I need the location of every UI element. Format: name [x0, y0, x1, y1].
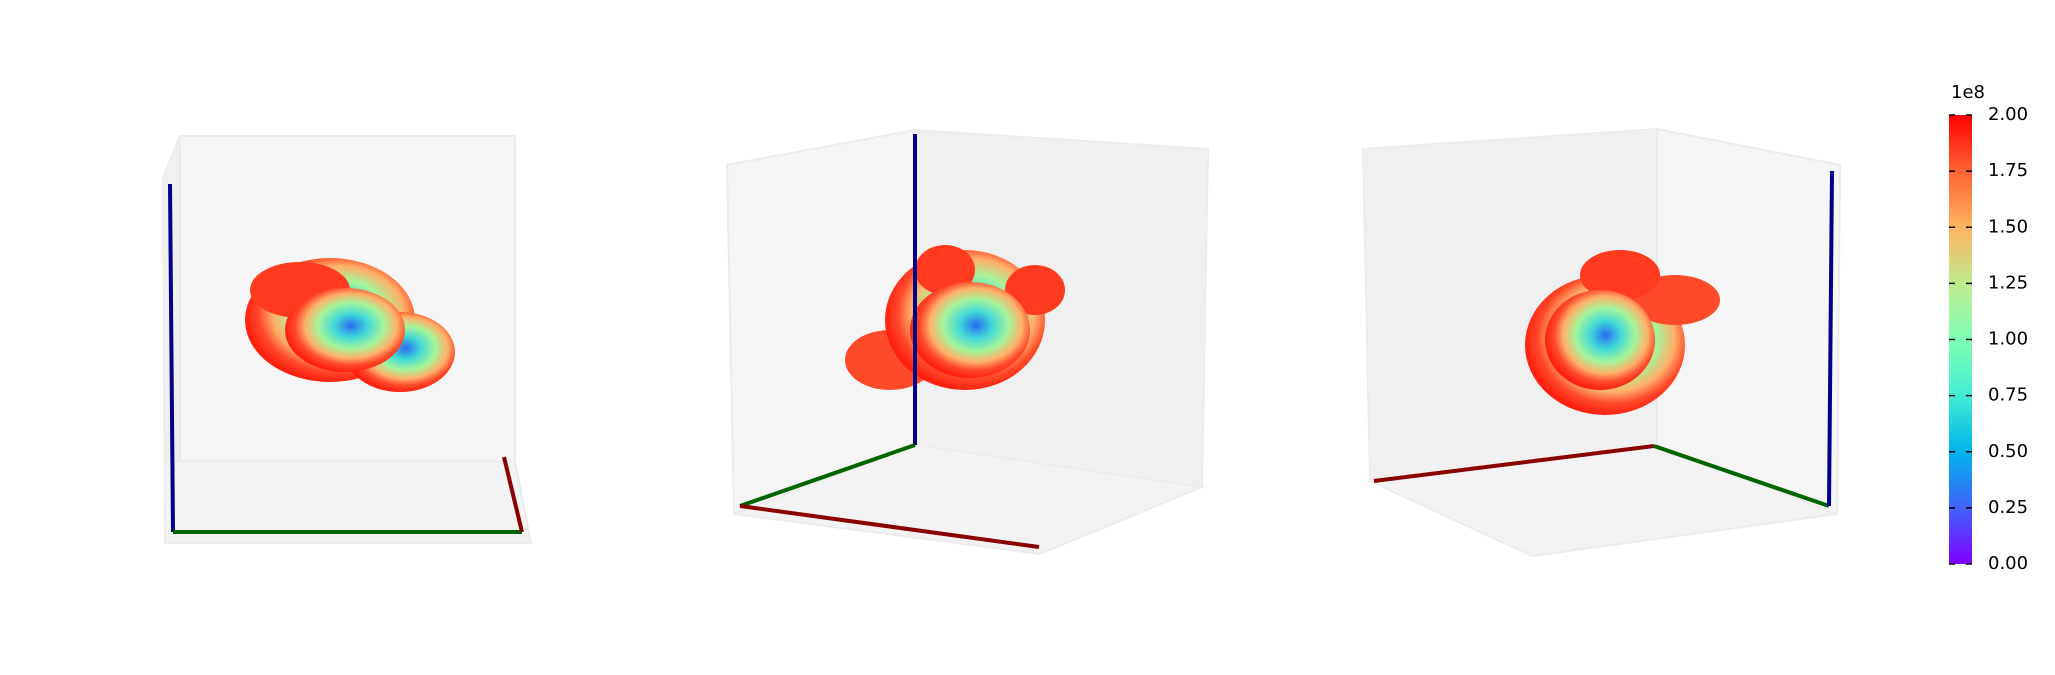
- panel-3: [1361, 127, 1842, 558]
- panel-1: [161, 135, 533, 544]
- x-axis: [739, 504, 1040, 549]
- x-axis: [502, 456, 524, 533]
- y-axis: [739, 443, 916, 508]
- point-cloud: [245, 258, 455, 392]
- z-axis: [1827, 170, 1834, 507]
- colorbar-tick-label: 0.75: [1988, 385, 2028, 406]
- x-axis: [1373, 444, 1655, 483]
- panel-2: [725, 128, 1210, 556]
- colorbar-tick-label: 1.75: [1988, 160, 2028, 181]
- point-cloud: [845, 245, 1065, 390]
- colorbar-tick-label: 1.00: [1988, 329, 2028, 350]
- y-axis: [1653, 444, 1830, 508]
- z-axis: [168, 183, 175, 533]
- colorbar-tick-label: 2.00: [1988, 104, 2028, 125]
- colorbar-offset-label: 1e8: [1951, 82, 1985, 103]
- colorbar-tick-label: 1.50: [1988, 216, 2028, 237]
- point-cloud: [1525, 250, 1720, 415]
- colorbar-tick-label: 1.25: [1988, 272, 2028, 293]
- colorbar-tick-label: 0.25: [1988, 497, 2028, 518]
- floor: [164, 460, 533, 544]
- colorbar-tick-label: 0.50: [1988, 441, 2028, 462]
- colorbar-tick-label: 0.00: [1988, 553, 2028, 574]
